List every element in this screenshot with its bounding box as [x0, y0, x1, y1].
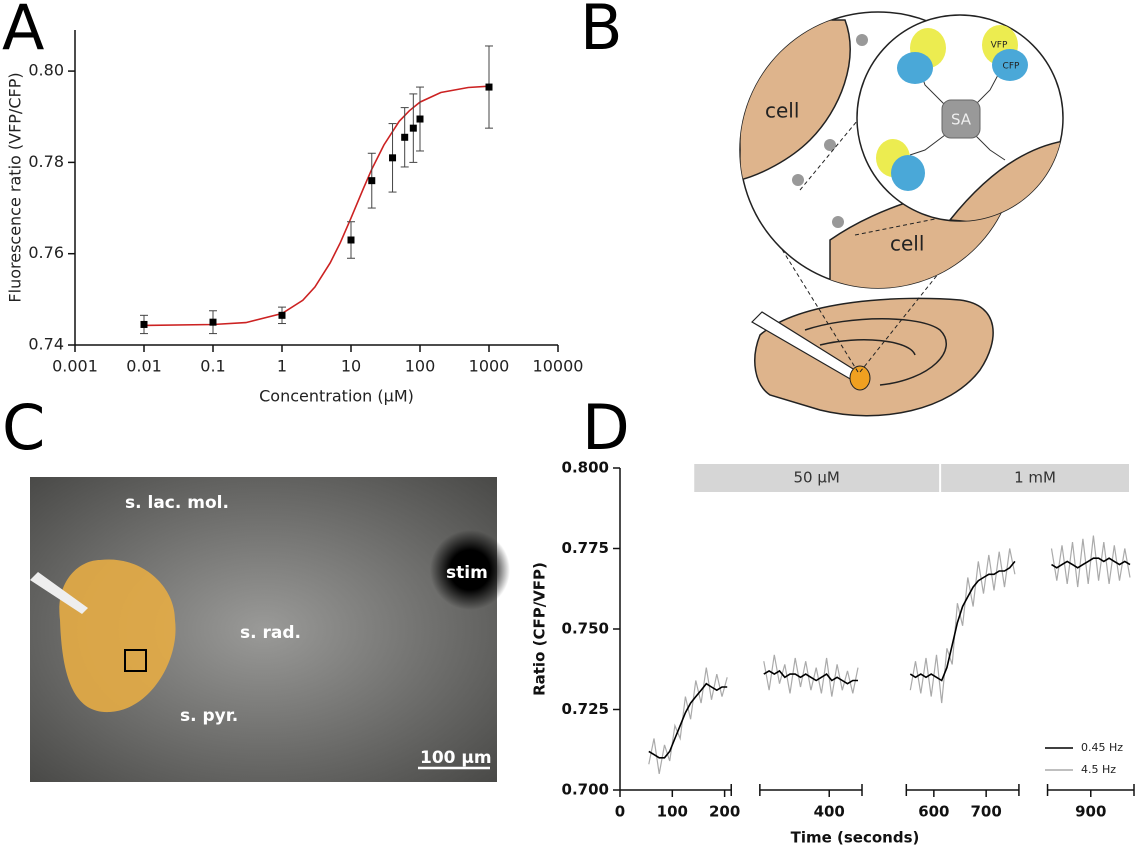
sa-label: SA [951, 111, 972, 129]
condition-label: 50 µM [794, 469, 840, 487]
layer-label: s. pyr. [180, 706, 238, 726]
vfp-label: VFP [991, 41, 1008, 51]
legend-label: 4.5 Hz [1081, 763, 1116, 776]
scale-bar-label: 100 µm [420, 748, 492, 768]
sensor-molecules [792, 34, 868, 228]
y-tick-label: 0.76 [28, 243, 64, 262]
y-axis-label: Fluorescence ratio (VFP/CFP) [6, 72, 25, 302]
x-tick-label: 600 [918, 803, 949, 821]
stim-electrode [430, 530, 510, 610]
data-point [140, 320, 148, 328]
cfp-blob [992, 49, 1028, 81]
cfp-label: CFP [1003, 62, 1020, 72]
cell-label: cell [765, 99, 799, 123]
filled-cell-region [59, 559, 176, 713]
y-tick-label: 0.700 [562, 781, 609, 799]
series-line [648, 557, 1131, 759]
x-axis-label: Concentration (µM) [259, 387, 414, 406]
legend-label: 0.45 Hz [1081, 741, 1123, 754]
cell-label: cell [890, 232, 924, 256]
x-tick-label: 700 [970, 803, 1001, 821]
x-tick-label: 10000 [533, 357, 584, 376]
x-tick-label: 10 [341, 357, 361, 376]
x-tick-label: 0.001 [52, 357, 98, 376]
slice-layer [804, 318, 947, 386]
y-tick-label: 0.725 [562, 700, 609, 718]
data-point [278, 311, 286, 319]
y-axis-label: Ratio (CFP/VFP) [531, 562, 549, 696]
x-tick-label: 400 [814, 803, 845, 821]
data-point [347, 236, 355, 244]
brain-slice [754, 297, 994, 417]
zoom-line [859, 214, 986, 373]
panel-letter: D [582, 391, 630, 464]
slice-layer [819, 339, 916, 356]
data-point [409, 124, 417, 132]
y-tick-label: 0.775 [562, 539, 609, 557]
panel-letter: C [2, 391, 45, 464]
x-tick-label: 0.1 [200, 357, 225, 376]
data-point [389, 154, 397, 162]
condition-bar [941, 464, 1129, 492]
x-tick-label: 200 [709, 803, 740, 821]
y-tick-label: 0.750 [562, 620, 609, 638]
x-axis-label: Time (seconds) [791, 829, 920, 847]
data-point [416, 115, 424, 123]
layer-label: s. lac. mol. [125, 493, 229, 513]
panel-letter: B [580, 0, 623, 64]
data-point [485, 83, 493, 91]
zoom-line [799, 114, 863, 191]
x-tick-label: 100 [657, 803, 688, 821]
injection-site [849, 365, 871, 391]
data-point [368, 177, 376, 185]
data-point [401, 133, 409, 141]
x-tick-label: 0 [615, 803, 625, 821]
data-point [209, 318, 217, 326]
x-tick-label: 900 [1075, 803, 1106, 821]
x-tick-label: 1 [277, 357, 287, 376]
series-line [648, 535, 1131, 775]
cfp-blob [891, 155, 925, 191]
linkers [909, 69, 1006, 161]
layer-label: s. rad. [240, 623, 301, 643]
condition-label: 1 mM [1014, 469, 1056, 487]
y-tick-label: 0.78 [28, 152, 64, 171]
diagram: cell cell SA VFP CFP [739, 11, 1064, 417]
streptavidin [941, 99, 981, 139]
cfp-blob [897, 52, 933, 84]
micrograph: s. lac. mol. s. rad. s. pyr. stim 100 µm [30, 477, 510, 782]
x-tick-label: 1000 [469, 357, 510, 376]
fit-curve [143, 85, 490, 327]
x-tick-label: 100 [405, 357, 436, 376]
y-tick-label: 0.80 [28, 61, 64, 80]
y-tick-label: 0.74 [28, 335, 64, 354]
x-tick-label: 0.01 [126, 357, 162, 376]
pipette [30, 572, 88, 614]
panel-letter: A [2, 0, 44, 64]
roi-box [124, 649, 147, 672]
y-tick-label: 0.800 [562, 459, 609, 477]
condition-bar [694, 464, 940, 492]
stim-label: stim [446, 563, 488, 583]
